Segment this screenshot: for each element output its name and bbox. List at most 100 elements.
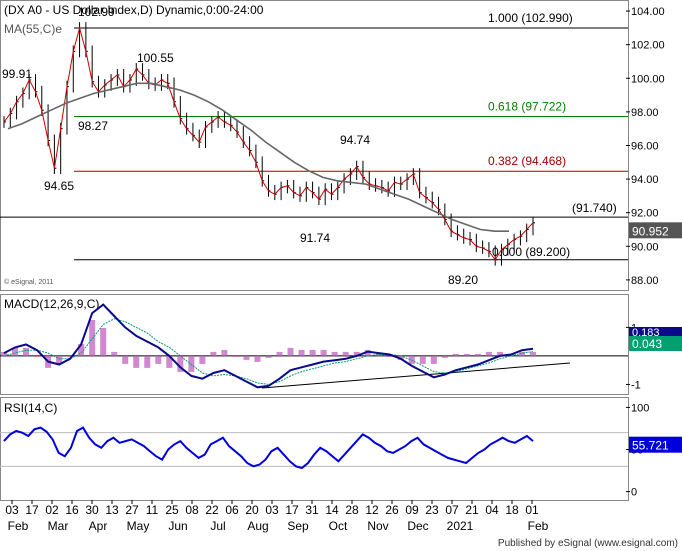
ma-label: MA(55,C)e (4, 22, 62, 36)
macd-histogram-bar (67, 355, 74, 357)
macd-histogram-bar (364, 349, 371, 356)
price-tick-label: 96.00 (631, 140, 659, 152)
macd-histogram-bar (265, 355, 272, 358)
x-day-label: 23 (425, 503, 439, 517)
macd-histogram-bar (309, 349, 316, 356)
price-annotations: 99.91 102.99 100.55 98.27 94.65 94.74 91.74 89.… (2, 5, 478, 287)
macd-line (3, 303, 534, 389)
macd-histogram-bar (56, 355, 63, 364)
price-annotation: 89.20 (448, 273, 478, 287)
x-day-label: 06 (225, 503, 239, 517)
x-day-label: 13 (105, 503, 119, 517)
x-day-label: 26 (385, 503, 399, 517)
macd-histogram-bar (530, 351, 536, 356)
macd-histogram-bar (1, 351, 7, 356)
x-day-label: 03 (5, 503, 19, 517)
macd-last-box (629, 327, 682, 338)
ma-55-line (7, 82, 509, 232)
x-day-label: 12 (365, 503, 379, 517)
rsi-last-box (629, 436, 682, 453)
macd-histogram-bar (155, 355, 162, 364)
fib-label: 0.000 (89.200) (492, 245, 570, 259)
x-month-label: Feb (528, 519, 549, 533)
fib-label: 0.618 (97.722) (488, 100, 566, 114)
macd-trend-line (261, 362, 571, 389)
x-day-label: 22 (205, 503, 219, 517)
x-axis: 03 17 02 16 30 13 27 11 25 08 22 06 20 03 17 31 14 28 12 26… (5, 500, 549, 533)
price-annotation: 98.27 (78, 119, 108, 133)
macd-histogram-bar (166, 355, 173, 368)
price-tick-label: 104.00 (631, 6, 665, 18)
footer-credit: Published by eSignal (www.esignal.com) (498, 538, 678, 549)
x-day-label: 11 (146, 503, 159, 517)
rsi-line (3, 426, 534, 470)
x-day-label: 09 (405, 503, 419, 517)
price-tick-label: 100.00 (631, 73, 665, 85)
macd-histogram-bar (254, 355, 261, 362)
macd-histogram-bar (320, 349, 327, 356)
macd-histogram-bar (122, 355, 129, 364)
macd-histogram-bar (133, 355, 140, 368)
macd-histogram-bar (243, 355, 250, 360)
x-day-label: 17 (285, 503, 299, 517)
rsi-panel: RSI(14,C)10050055.721 (0, 401, 682, 499)
macd-histogram-bar (375, 353, 382, 356)
macd-histogram-bar (331, 351, 338, 356)
support-label: (91.740) (572, 201, 617, 215)
macd-histogram-bar (298, 349, 305, 356)
price-tick-label: 98.00 (631, 107, 659, 119)
macd-histogram-bar (100, 327, 107, 356)
x-day-label: 04 (485, 503, 499, 517)
price-tick-label: 92.00 (631, 208, 659, 220)
macd-histogram-bar (89, 319, 96, 356)
macd-histogram-bar (342, 351, 349, 356)
price-tick-label: 102.00 (631, 40, 665, 52)
x-month-label: Nov (367, 519, 388, 533)
last-price-label: 90.952 (632, 224, 669, 238)
rsi-tick-label: 0 (631, 487, 637, 499)
macd-signal-line (3, 318, 534, 385)
macd-histogram-bar (144, 355, 151, 368)
macd-histogram-bar (496, 351, 503, 356)
chart-title: (DX A0 - US Dollar Index,D) Dynamic,0:00… (4, 3, 264, 17)
x-month-label: Sep (287, 519, 309, 533)
x-month-label: Jul (210, 519, 225, 533)
x-day-label: 31 (305, 503, 319, 517)
x-month-label: 2021 (447, 519, 474, 533)
price-annotation: 99.91 (2, 67, 32, 81)
macd-histogram-bar (221, 349, 228, 356)
x-day-label: 16 (65, 503, 79, 517)
macd-histogram-bar (485, 351, 492, 356)
signal-last-box (629, 336, 682, 351)
x-day-label: 07 (445, 503, 459, 517)
x-month-label: Dec (407, 519, 428, 533)
macd-histogram-bar (232, 355, 239, 357)
x-month-label: Feb (8, 519, 29, 533)
price-annotation: 102.99 (78, 5, 115, 19)
price-annotation: 91.74 (300, 231, 330, 245)
x-day-label: 27 (125, 503, 139, 517)
watermark: © eSignal, 2011 (4, 278, 54, 286)
macd-histogram-bar (463, 353, 470, 356)
x-day-label: 20 (245, 503, 259, 517)
macd-histogram-bar (430, 355, 437, 364)
x-day-label: 17 (25, 503, 39, 517)
macd-histogram-bar (353, 351, 360, 356)
fib-label: 0.382 (94.468) (488, 154, 566, 168)
macd-histogram-bar (441, 355, 448, 358)
fib-label: 1.000 (102.990) (488, 11, 573, 25)
macd-histogram-bar (452, 353, 459, 356)
price-y-axis: 104.00 102.00 100.00 98.00 96.00 94.00 92.00 90… (626, 6, 665, 287)
macd-tick-label: -1 (631, 379, 641, 391)
macd-title: MACD(12,26,9,C) (4, 297, 99, 311)
macd-histogram-bar (386, 355, 393, 357)
macd-histogram-bar (210, 351, 217, 356)
x-day-label: 01 (525, 503, 539, 517)
macd-histogram-bar (474, 353, 481, 356)
rsi-last-label: 55.721 (632, 439, 669, 453)
price-close-line (3, 26, 534, 261)
x-day-label: 03 (265, 503, 279, 517)
x-day-label: 25 (165, 503, 179, 517)
x-day-label: 21 (465, 503, 479, 517)
